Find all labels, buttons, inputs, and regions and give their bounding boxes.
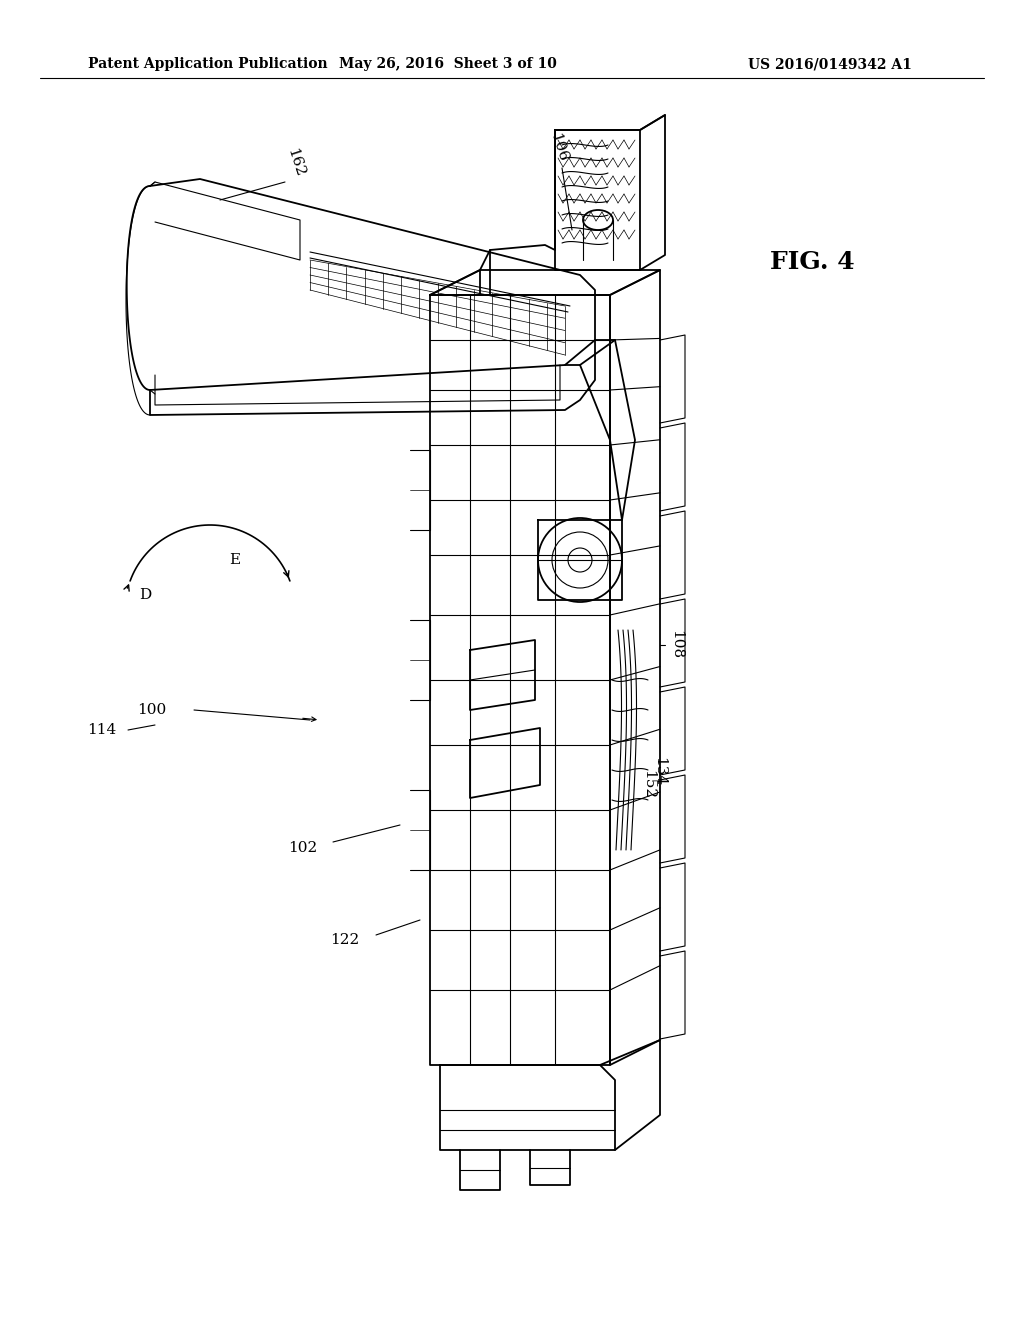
Text: May 26, 2016  Sheet 3 of 10: May 26, 2016 Sheet 3 of 10 [339, 57, 557, 71]
Text: D: D [139, 587, 152, 602]
Text: 108: 108 [669, 631, 683, 660]
Text: 106: 106 [547, 132, 569, 164]
Text: US 2016/0149342 A1: US 2016/0149342 A1 [748, 57, 912, 71]
Text: 152: 152 [641, 771, 655, 800]
Text: 102: 102 [289, 841, 317, 855]
Text: 114: 114 [87, 723, 117, 737]
Text: 122: 122 [331, 933, 359, 946]
Text: 100: 100 [137, 704, 167, 717]
Text: 162: 162 [284, 147, 306, 180]
Text: E: E [229, 553, 241, 568]
Text: Patent Application Publication: Patent Application Publication [88, 57, 328, 71]
Text: 134: 134 [652, 758, 666, 787]
Text: FIG. 4: FIG. 4 [770, 249, 855, 275]
